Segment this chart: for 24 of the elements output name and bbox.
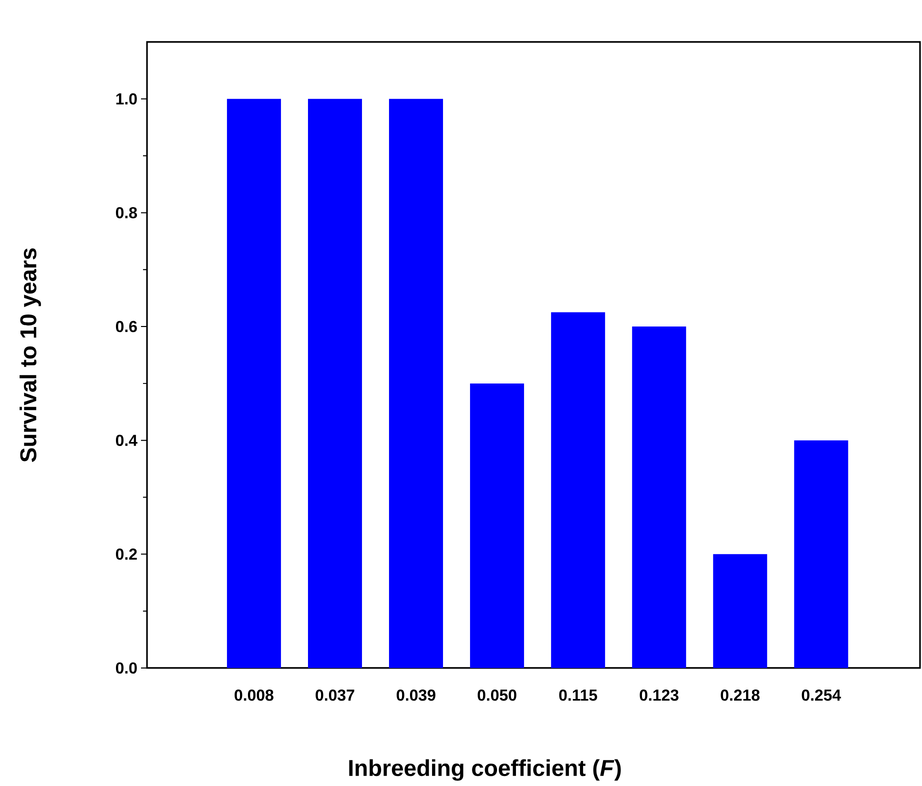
y-tick-label: 1.0	[116, 93, 137, 105]
y-tick-label: 0.2	[116, 548, 137, 560]
y-tick-label: 0.4	[116, 434, 138, 446]
x-tick-label: 0.050	[478, 690, 516, 701]
bar	[632, 326, 686, 668]
bar	[470, 383, 524, 668]
bar	[308, 98, 362, 668]
x-tick-label: 0.039	[396, 690, 436, 701]
bar	[713, 554, 768, 668]
x-tick-label: 0.115	[559, 690, 598, 701]
x-tick-label: 0.254	[802, 690, 842, 701]
x-axis-title: Inbreeding coefficient (F)	[349, 759, 621, 781]
x-tick-label: 0.008	[234, 690, 274, 701]
x-tick-label: 0.218	[720, 690, 760, 701]
bar	[551, 312, 606, 668]
bar	[389, 98, 444, 668]
x-tick-label: 0.123	[640, 690, 678, 701]
y-tick-label: 0.6	[116, 320, 137, 332]
bar	[226, 98, 281, 668]
x-tick-label: 0.037	[316, 690, 354, 701]
y-tick-label: 0.8	[116, 207, 137, 218]
y-tick-label: 0.0	[116, 662, 137, 674]
y-axis-title: Survival to 10 years	[20, 248, 41, 462]
bar	[794, 440, 848, 668]
